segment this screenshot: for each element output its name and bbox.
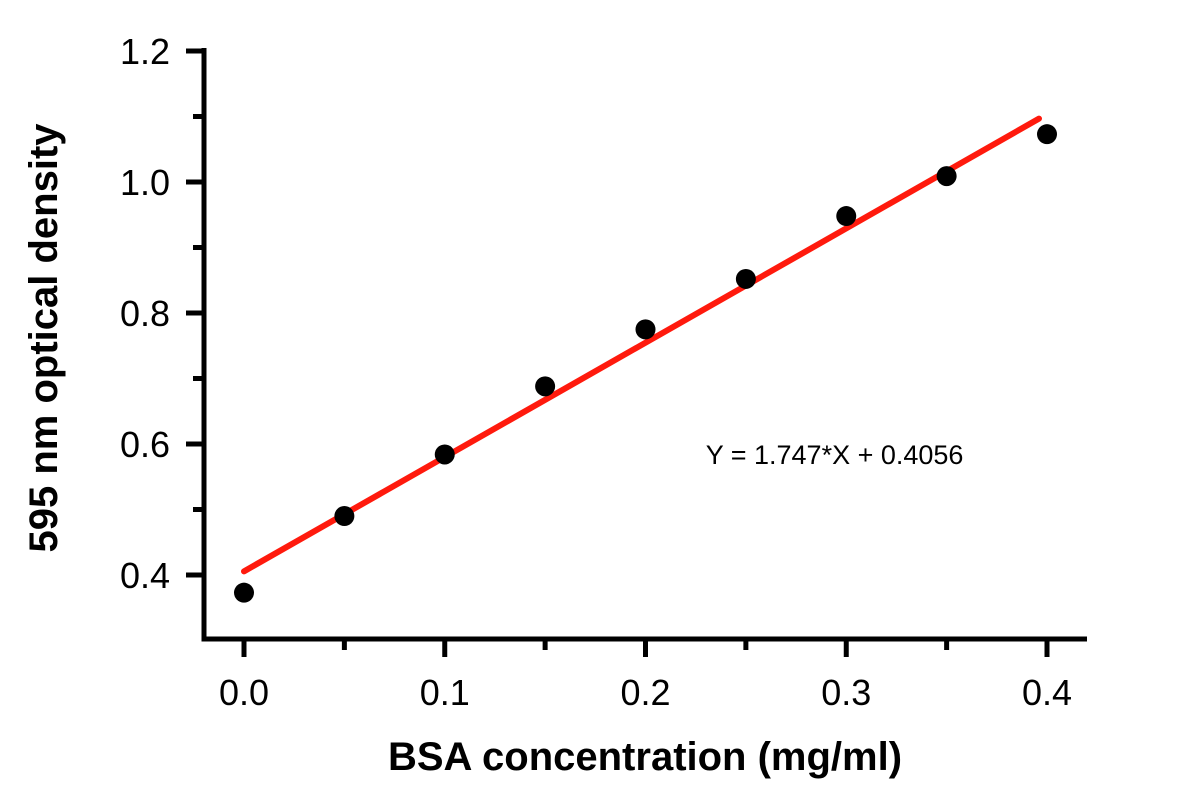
x-tick-label: 0.2 xyxy=(620,672,670,713)
data-point xyxy=(635,319,656,340)
x-tick-label: 0.1 xyxy=(420,672,470,713)
data-point xyxy=(234,582,254,603)
y-axis-title: 595 nm optical density xyxy=(22,123,66,553)
x-tick-label: 0.3 xyxy=(821,672,871,713)
data-point xyxy=(735,268,756,289)
fit-equation-annotation: Y = 1.747*X + 0.4056 xyxy=(706,440,964,470)
x-tick-label: 0.4 xyxy=(1022,672,1072,713)
y-tick-label: 0.4 xyxy=(120,555,170,596)
data-point xyxy=(535,376,556,397)
x-tick-label: 0.0 xyxy=(219,672,269,713)
data-point xyxy=(836,206,857,227)
y-tick-label: 0.8 xyxy=(120,293,170,334)
data-point xyxy=(1037,124,1057,145)
data-point xyxy=(936,166,957,187)
data-point xyxy=(334,506,355,527)
axes xyxy=(186,48,1087,657)
fit-line xyxy=(241,115,1042,575)
y-tick-label: 1.2 xyxy=(120,31,170,72)
y-tick-label: 1.0 xyxy=(120,162,170,203)
fit-line-group xyxy=(241,115,1042,575)
x-axis-title: BSA concentration (mg/ml) xyxy=(388,735,902,779)
y-tick-label: 0.6 xyxy=(120,424,170,465)
labels: BSA concentration (mg/ml) 595 nm optical… xyxy=(22,31,1072,779)
data-points xyxy=(234,124,1057,603)
data-point xyxy=(434,444,455,465)
